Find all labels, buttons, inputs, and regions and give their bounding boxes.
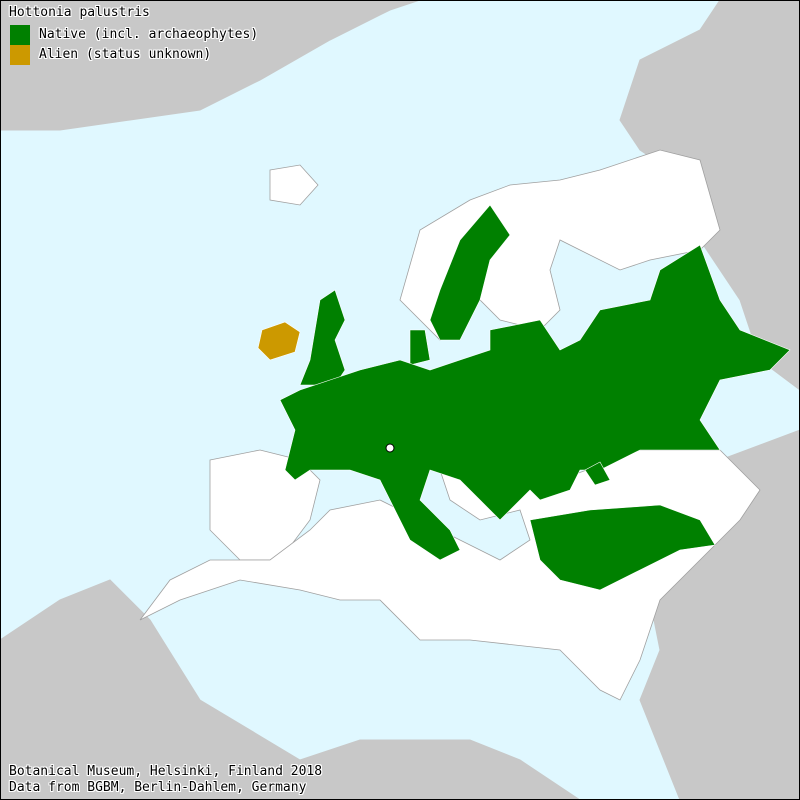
native-range [279,204,791,591]
legend-swatch-alien [10,45,30,65]
credit-line-1: Botanical Museum, Helsinki, Finland 2018 [9,764,323,779]
alien-range-ireland [257,321,301,361]
legend-swatch-native [10,25,30,45]
legend-label-alien: Alien (status unknown) [39,47,212,62]
credit-line-2: Data from BGBM, Berlin-Dahlem, Germany [9,780,307,795]
map-title: Hottonia palustris [9,5,150,20]
legend-label-native: Native (incl. archaeophytes) [39,27,259,42]
record-point [385,443,395,453]
